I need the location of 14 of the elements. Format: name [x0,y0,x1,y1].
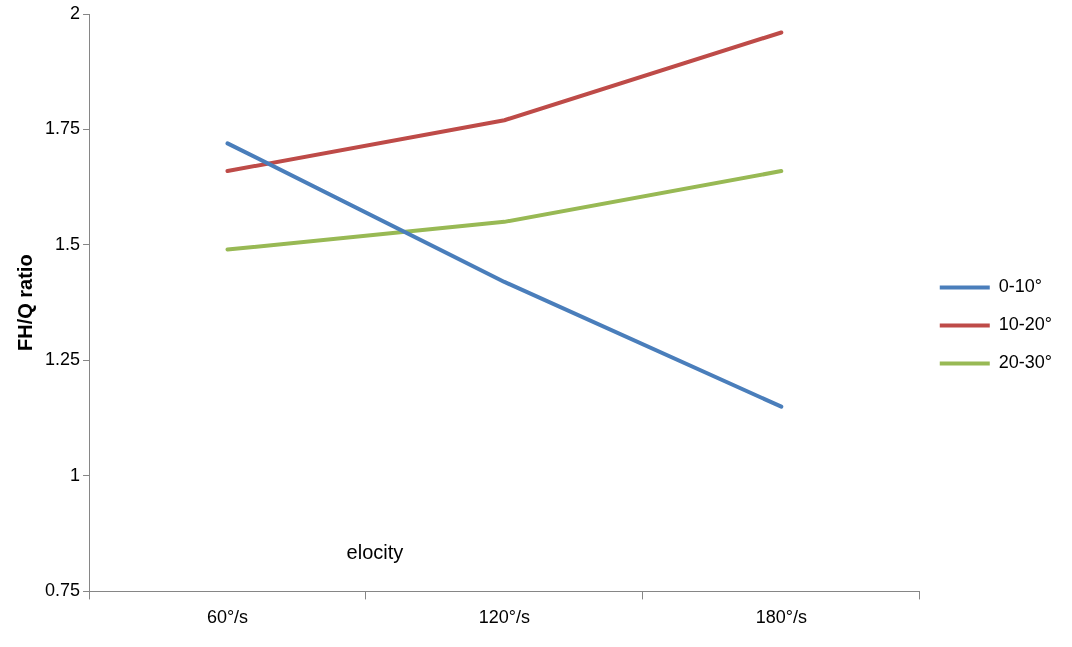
y-tick-label: 1 [70,464,81,485]
y-tick-label: 2 [70,2,81,23]
x-tick-label: 120°/s [478,607,531,628]
x-tick-label: 180°/s [755,607,807,628]
legend-label: 20-30° [998,352,1053,373]
annotation: elocity [346,540,404,563]
y-tick-label: 1.25 [44,349,81,370]
x-tick-label: 60°/s [206,607,249,628]
y-tick-label: 0.75 [44,580,81,601]
y-tick-label: 1.5 [55,233,81,254]
y-axis-title: FH/Q ratio [13,254,36,352]
y-tick-label: 1.75 [44,118,81,139]
legend-label: 10-20° [998,314,1053,335]
legend-label: 0-10° [998,276,1042,297]
